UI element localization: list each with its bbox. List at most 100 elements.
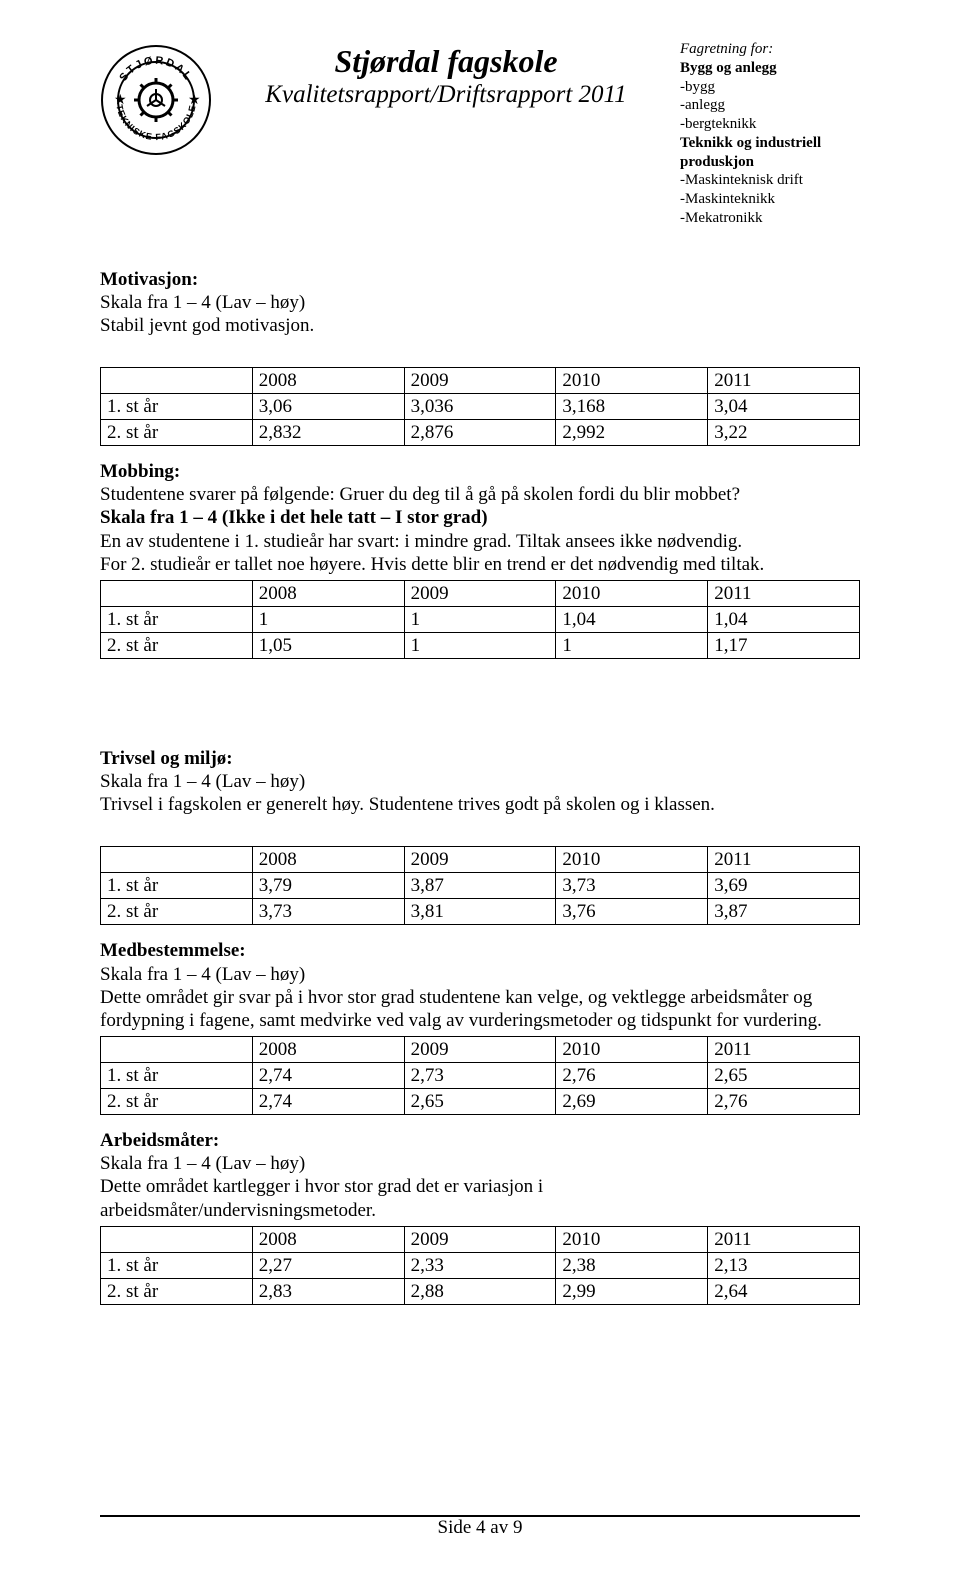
table-cell: 1. st år: [101, 1252, 253, 1278]
motivasjon-text: Stabil jevnt god motivasjon.: [100, 314, 860, 337]
table-cell: 1: [404, 606, 556, 632]
table-header-cell: 2008: [252, 368, 404, 394]
table-cell: 3,73: [252, 899, 404, 925]
motivasjon-title: Motivasjon:: [100, 268, 860, 291]
table-cell: 3,87: [404, 873, 556, 899]
motivasjon-table: 20082009201020111. st år3,063,0363,1683,…: [100, 367, 860, 446]
medbestemmelse-title: Medbestemmelse:: [100, 939, 860, 962]
table-cell: 2,64: [708, 1278, 860, 1304]
header-right-line: -Mekatronikk: [680, 209, 860, 228]
table-header-cell: 2011: [708, 580, 860, 606]
table-cell: 2,99: [556, 1278, 708, 1304]
header-right-line: -bergteknikk: [680, 115, 860, 134]
table-header-cell: [101, 580, 253, 606]
table-cell: 2. st år: [101, 420, 253, 446]
arbeidsmater-scale: Skala fra 1 – 4 (Lav – høy): [100, 1152, 860, 1175]
table-cell: 2. st år: [101, 1278, 253, 1304]
page-subtitle: Kvalitetsrapport/Driftsrapport 2011: [212, 81, 680, 109]
table-header-cell: 2008: [252, 1037, 404, 1063]
header-right-line: Bygg og anlegg: [680, 59, 860, 78]
header-right-line: Teknikk og industriell: [680, 134, 860, 153]
table-cell: 1. st år: [101, 1063, 253, 1089]
trivsel-table: 20082009201020111. st år3,793,873,733,69…: [100, 846, 860, 925]
table-header-cell: 2009: [404, 847, 556, 873]
table-cell: 3,168: [556, 394, 708, 420]
table-cell: 3,73: [556, 873, 708, 899]
header-right-line: -Maskinteknisk drift: [680, 171, 860, 190]
table-cell: 2,88: [404, 1278, 556, 1304]
table-cell: 3,81: [404, 899, 556, 925]
table-row: 2. st år3,733,813,763,87: [101, 899, 860, 925]
trivsel-title: Trivsel og miljø:: [100, 747, 860, 770]
table-cell: 1,05: [252, 632, 404, 658]
table-cell: 3,87: [708, 899, 860, 925]
table-header-cell: 2009: [404, 580, 556, 606]
table-cell: 2,74: [252, 1063, 404, 1089]
table-cell: 1,04: [708, 606, 860, 632]
table-cell: 2,832: [252, 420, 404, 446]
table-row: 1. st år2,742,732,762,65: [101, 1063, 860, 1089]
svg-text:★: ★: [114, 93, 127, 108]
table-header-cell: 2008: [252, 1226, 404, 1252]
table-cell: 2,76: [708, 1089, 860, 1115]
table-header-cell: 2010: [556, 1226, 708, 1252]
table-header-cell: 2010: [556, 368, 708, 394]
table-header-cell: 2009: [404, 1226, 556, 1252]
table-header-cell: 2011: [708, 847, 860, 873]
page-number: Side 4 av 9: [438, 1517, 523, 1538]
page-footer: Side 4 av 9: [100, 1515, 860, 1539]
table-cell: 1. st år: [101, 873, 253, 899]
table-header-cell: 2009: [404, 1037, 556, 1063]
table-row: 2. st år2,832,882,992,64: [101, 1278, 860, 1304]
content: Motivasjon: Skala fra 1 – 4 (Lav – høy) …: [100, 268, 860, 1305]
medbestemmelse-table: 20082009201020111. st år2,742,732,762,65…: [100, 1036, 860, 1115]
table-header-cell: 2010: [556, 580, 708, 606]
trivsel-text: Trivsel i fagskolen er generelt høy. Stu…: [100, 793, 860, 816]
school-logo: STJØRDAL TEKNISKE FAGSKOLE ★ ★: [100, 44, 212, 156]
table-cell: 2,74: [252, 1089, 404, 1115]
title-block: Stjørdal fagskole Kvalitetsrapport/Drift…: [212, 38, 680, 109]
header-right-panel: Fagretning for: Bygg og anlegg -bygg -an…: [680, 38, 860, 228]
mobbing-text: For 2. studieår er tallet noe høyere. Hv…: [100, 553, 860, 576]
arbeidsmater-text: Dette området kartlegger i hvor stor gra…: [100, 1175, 620, 1221]
table-cell: 2,33: [404, 1252, 556, 1278]
page-title: Stjørdal fagskole: [212, 44, 680, 79]
table-cell: 3,69: [708, 873, 860, 899]
table-cell: 2,65: [708, 1063, 860, 1089]
svg-text:TEKNISKE FAGSKOLE: TEKNISKE FAGSKOLE: [114, 104, 197, 142]
table-header-cell: 2008: [252, 580, 404, 606]
page-header: STJØRDAL TEKNISKE FAGSKOLE ★ ★: [100, 38, 860, 228]
table-cell: 3,79: [252, 873, 404, 899]
table-cell: 2. st år: [101, 1089, 253, 1115]
table-cell: 3,06: [252, 394, 404, 420]
table-cell: 3,76: [556, 899, 708, 925]
table-cell: 2,27: [252, 1252, 404, 1278]
table-cell: 1: [556, 632, 708, 658]
table-row: 2. st år2,742,652,692,76: [101, 1089, 860, 1115]
table-header-cell: 2011: [708, 1226, 860, 1252]
mobbing-title: Mobbing:: [100, 460, 860, 483]
table-row: 1. st år2,272,332,382,13: [101, 1252, 860, 1278]
table-cell: 2,38: [556, 1252, 708, 1278]
table-cell: 1: [404, 632, 556, 658]
table-cell: 2,69: [556, 1089, 708, 1115]
table-cell: 3,036: [404, 394, 556, 420]
table-header-cell: 2009: [404, 368, 556, 394]
table-cell: 2. st år: [101, 632, 253, 658]
table-cell: 2,83: [252, 1278, 404, 1304]
table-cell: 1,17: [708, 632, 860, 658]
table-cell: 2. st år: [101, 899, 253, 925]
svg-text:★: ★: [188, 93, 201, 108]
table-cell: 2,876: [404, 420, 556, 446]
mobbing-text: Studentene svarer på følgende: Gruer du …: [100, 483, 860, 506]
table-cell: 1. st år: [101, 394, 253, 420]
page: STJØRDAL TEKNISKE FAGSKOLE ★ ★: [0, 0, 960, 1575]
table-header-cell: [101, 847, 253, 873]
table-cell: 3,04: [708, 394, 860, 420]
header-right-line: -Maskinteknikk: [680, 190, 860, 209]
medbestemmelse-scale: Skala fra 1 – 4 (Lav – høy): [100, 963, 860, 986]
table-cell: 2,76: [556, 1063, 708, 1089]
mobbing-scale: Skala fra 1 – 4 (Ikke i det hele tatt – …: [100, 506, 860, 529]
table-cell: 2,13: [708, 1252, 860, 1278]
table-header-cell: [101, 368, 253, 394]
